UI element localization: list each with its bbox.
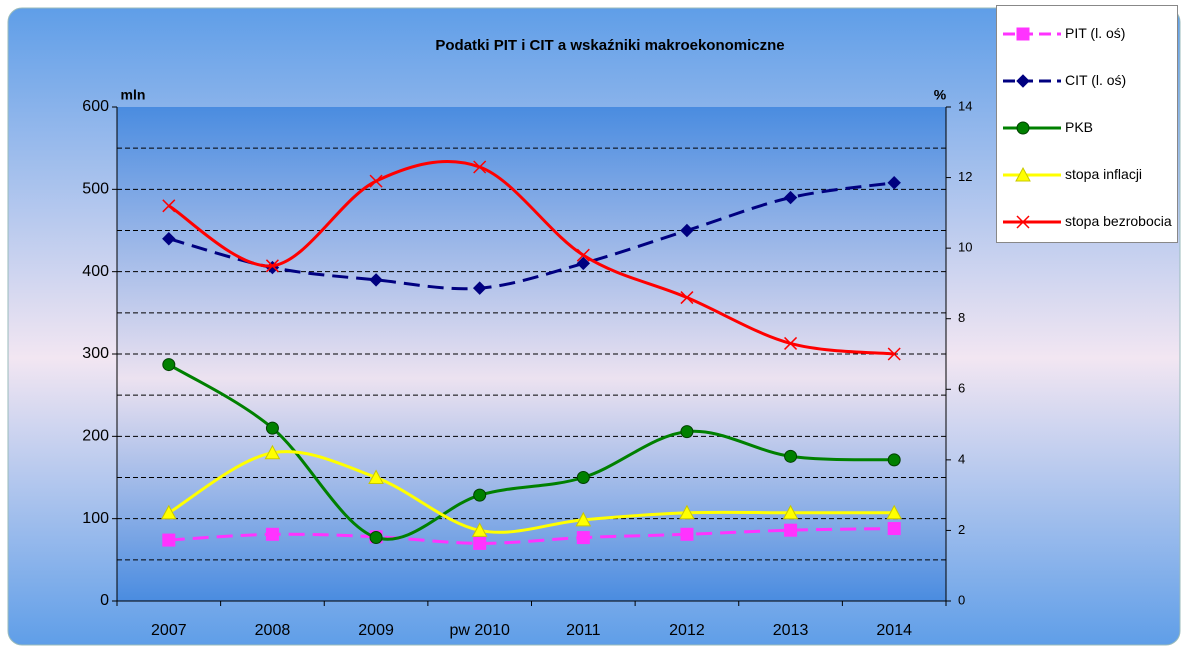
marker xyxy=(265,421,279,435)
legend-item: stopa inflacji xyxy=(997,155,1179,195)
marker xyxy=(576,471,590,484)
y2-tick-label: 12 xyxy=(958,169,972,184)
y2-tick-label: 10 xyxy=(958,240,972,255)
marker xyxy=(471,522,488,537)
x-tick-label: 2009 xyxy=(358,622,394,639)
y2-tick-label: 6 xyxy=(958,381,965,396)
legend-swatch xyxy=(1003,27,1061,41)
marker xyxy=(680,223,694,238)
marker xyxy=(887,453,901,467)
legend-item: stopa bezrobocia xyxy=(997,202,1179,242)
marker xyxy=(680,527,694,541)
y-axis-label: mln xyxy=(121,87,146,103)
series-line xyxy=(168,527,895,545)
x-tick-label: pw 2010 xyxy=(449,622,510,639)
marker xyxy=(162,533,176,547)
y-tick-label: 500 xyxy=(82,181,109,198)
x-tick-label: 2013 xyxy=(773,622,809,639)
marker xyxy=(782,504,799,520)
marker xyxy=(887,347,901,361)
y2-tick-label: 14 xyxy=(958,98,972,113)
marker xyxy=(162,358,176,372)
series-line xyxy=(168,363,895,541)
marker xyxy=(473,160,487,174)
y2-tick-label: 0 xyxy=(958,592,965,607)
y2-tick-label: 8 xyxy=(958,310,965,325)
marker xyxy=(576,256,591,271)
legend-swatch xyxy=(1003,74,1061,88)
legend-swatch xyxy=(1003,121,1061,135)
marker xyxy=(369,530,383,544)
x-tick-label: 2014 xyxy=(876,622,912,639)
marker xyxy=(783,190,798,205)
marker xyxy=(369,174,383,188)
y-tick-label: 600 xyxy=(82,98,109,115)
chart-title: Podatki PIT i CIT a wskaźniki makroekono… xyxy=(435,37,784,54)
marker xyxy=(1016,74,1030,88)
y2-tick-label: 4 xyxy=(958,451,965,466)
marker xyxy=(472,281,487,295)
marker xyxy=(784,523,798,537)
marker xyxy=(680,425,694,439)
marker xyxy=(265,259,279,273)
y-tick-label: 300 xyxy=(82,345,109,362)
marker xyxy=(784,336,798,350)
marker xyxy=(1016,27,1030,41)
y2-axis-label: % xyxy=(934,87,947,103)
marker xyxy=(784,449,798,463)
marker xyxy=(887,176,901,190)
legend-label: stopa bezrobocia xyxy=(1065,213,1172,229)
y-tick-label: 200 xyxy=(82,428,109,445)
legend-item: PKB xyxy=(997,108,1179,148)
x-tick-label: 2011 xyxy=(566,622,601,639)
marker xyxy=(473,488,487,502)
marker xyxy=(887,522,901,536)
legend-label: CIT (l. oś) xyxy=(1065,72,1127,88)
legend-swatch xyxy=(1003,215,1061,229)
y-tick-label: 400 xyxy=(82,263,109,280)
marker xyxy=(576,531,590,545)
series-line xyxy=(168,160,895,356)
marker xyxy=(265,527,279,541)
legend-label: stopa inflacji xyxy=(1065,166,1143,182)
legend-swatch xyxy=(1003,166,1061,182)
marker xyxy=(576,248,590,262)
marker xyxy=(473,536,487,550)
y2-tick-label: 2 xyxy=(958,522,965,537)
marker xyxy=(160,504,177,520)
legend-item: PIT (l. oś) xyxy=(997,14,1179,54)
y-tick-label: 100 xyxy=(82,510,109,527)
marker xyxy=(679,504,695,520)
marker xyxy=(680,291,694,305)
legend-label: PKB xyxy=(1065,119,1094,135)
marker xyxy=(369,273,383,287)
marker xyxy=(1016,215,1030,229)
x-tick-label: 2008 xyxy=(255,622,291,639)
marker xyxy=(1016,121,1030,135)
marker xyxy=(886,504,903,520)
legend-label: PIT (l. oś) xyxy=(1065,25,1126,41)
y-tick-label: 0 xyxy=(100,592,109,609)
legend: PIT (l. oś) CIT (l. oś) PKB stopa inflacji s… xyxy=(996,5,1178,243)
x-tick-label: 2007 xyxy=(151,622,187,639)
marker xyxy=(1015,166,1031,182)
x-tick-label: 2012 xyxy=(669,622,705,639)
series-line xyxy=(168,181,895,291)
marker xyxy=(575,511,592,527)
marker xyxy=(264,444,281,460)
marker xyxy=(162,199,176,213)
marker xyxy=(368,469,384,484)
marker xyxy=(162,232,176,246)
legend-item: CIT (l. oś) xyxy=(997,61,1179,101)
